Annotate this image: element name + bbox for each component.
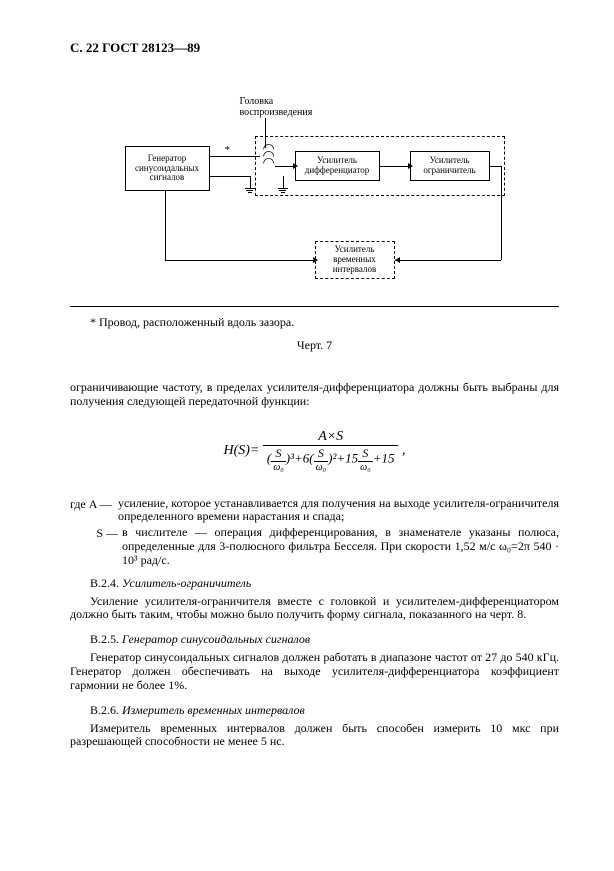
line (275, 166, 293, 167)
arrow-icon (395, 257, 400, 263)
paragraph-b25: Генератор синусоидальных сигналов должен… (70, 651, 559, 692)
line (210, 156, 260, 157)
where-symbol-s: S — (70, 526, 122, 567)
section-b26: В.2.6. Измеритель временных интервалов (70, 703, 559, 718)
footnote: * Провод, расположенный вдоль зазора. (70, 315, 559, 330)
ground-icon (245, 188, 255, 193)
line (380, 166, 408, 167)
amp-diff-box: Усилитель дифференциатор (295, 151, 380, 181)
figure-caption: Черт. 7 (70, 338, 559, 353)
line (395, 260, 501, 261)
where-symbol-a: где A — (70, 497, 118, 525)
formula-numerator: A×S (263, 429, 399, 446)
where-text-a: усиление, которое устанавливается для по… (118, 497, 559, 525)
line (283, 176, 284, 188)
page-header: С. 22 ГОСТ 28123—89 (70, 40, 559, 56)
formula-trail: , (402, 443, 406, 458)
line (501, 166, 502, 260)
time-meas-box: Усилитель временных интервалов (315, 241, 395, 279)
block-diagram: Головка воспроизведения Генератор синусо… (125, 96, 505, 296)
asterisk-marker: * (225, 144, 231, 156)
paragraph-b24: Усиление усилителя-ограничителя вместе с… (70, 595, 559, 623)
ground-icon (278, 188, 288, 193)
amp-lim-box: Усилитель ограничитель (410, 151, 490, 181)
transfer-function-formula: H(S)= A×S (Sω₀)³+6(Sω₀)²+15Sω₀+15 , (70, 429, 559, 473)
divider (70, 306, 559, 307)
section-b24: В.2.4. Усилитель-ограничитель (70, 576, 559, 591)
paragraph-b26: Измеритель временных интервалов должен б… (70, 722, 559, 750)
line (165, 191, 166, 260)
where-block: где A — усиление, которое устанавливаетс… (70, 497, 559, 568)
line (165, 260, 313, 261)
head-label: Головка воспроизведения (240, 96, 313, 118)
generator-box: Генератор синусоидальных сигналов (125, 146, 210, 191)
section-b25: В.2.5. Генератор синусоидальных сигналов (70, 632, 559, 647)
line (210, 176, 250, 177)
formula-denominator: (Sω₀)³+6(Sω₀)²+15Sω₀+15 (263, 446, 399, 473)
coil-icon: ◠◠◠ (263, 146, 272, 167)
line (250, 176, 251, 188)
where-text-s: в числителе — операция дифференцирования… (122, 526, 559, 567)
paragraph: ограничивающие частоту, в пределах усили… (70, 381, 559, 409)
formula-lhs: H(S)= (224, 443, 260, 458)
